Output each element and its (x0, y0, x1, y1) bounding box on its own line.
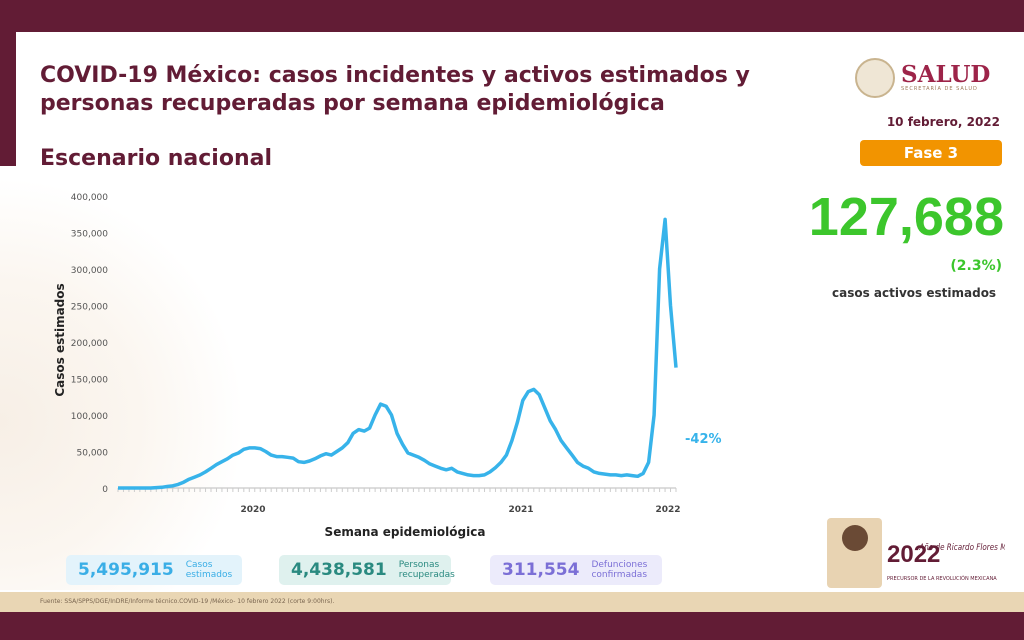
summary-card: 311,554 Defunciones confirmadas (490, 555, 662, 585)
logo-subtext: SECRETARÍA DE SALUD (901, 86, 978, 92)
salud-logo: SALUD SECRETARÍA DE SALUD (855, 58, 990, 98)
year-label-2020: 2020 (240, 505, 265, 515)
summary-card: 5,495,915 Casos estimados (66, 555, 242, 585)
y-tick-label: 300,000 (71, 266, 108, 276)
change-annotation: -42% (685, 432, 722, 447)
cases-line-chart: 0 50,000 100,000 150,000 200,000 250,000 300,0… (53, 193, 722, 539)
top-bar (0, 0, 1024, 32)
y-tick-label: 0 (102, 485, 108, 495)
y-tick-label: 50,000 (77, 449, 109, 459)
report-date: 10 febrero, 2022 (886, 115, 1000, 129)
active-cases-value: 127,688 (808, 187, 1004, 247)
year-label-2021: 2021 (508, 505, 533, 515)
summary-card: 4,438,581 Personas recuperadas (279, 555, 455, 585)
y-tick-label: 250,000 (71, 303, 108, 313)
card-value: 311,554 (502, 560, 580, 580)
branding-sub: PRECURSOR DE LA REVOLUCIÓN MEXICANA (887, 575, 997, 582)
card-value: 4,438,581 (291, 560, 387, 580)
card-label: Casos estimados (185, 560, 233, 580)
cases-series-line (118, 217, 678, 490)
active-cases-label: casos activos estimados (832, 286, 997, 300)
card-value: 5,495,915 (78, 560, 174, 580)
branding-line: Año de Ricardo Flores Magón (919, 541, 1005, 552)
year-label-2022: 2022 (655, 505, 680, 515)
left-accent-bar (0, 32, 16, 166)
active-cases-percent: (2.3%) (950, 258, 1002, 274)
y-tick-label: 150,000 (71, 376, 108, 386)
y-tick-label: 350,000 (71, 230, 108, 240)
card-label: Personas recuperadas (398, 560, 455, 580)
y-tick-label: 100,000 (71, 412, 108, 422)
source-footer: Fuente: SSA/SPPS/DGE/InDRE/Informe técni… (0, 592, 1024, 612)
y-tick-label: 200,000 (71, 339, 108, 349)
y-tick-label: 400,000 (71, 193, 108, 203)
mexico-seal-icon (855, 58, 895, 98)
page-title: COVID-19 México: casos incidentes y acti… (40, 63, 750, 116)
phase-badge: Fase 3 (860, 140, 1002, 166)
x-axis-label: Semana epidemiológica (325, 525, 486, 539)
y-axis-label: Casos estimados (53, 283, 67, 396)
portrait-icon (827, 518, 882, 588)
flores-magon-branding: 2022 PRECURSOR DE LA REVOLUCIÓN MEXICANA… (825, 510, 1024, 590)
bottom-bar (0, 612, 1024, 640)
background-decoration (0, 170, 240, 590)
branding-year: 2022 (887, 541, 940, 568)
page-subtitle: Escenario nacional (40, 146, 273, 171)
card-label: Defunciones confirmadas (591, 560, 648, 580)
logo-text: SALUD (901, 61, 991, 88)
